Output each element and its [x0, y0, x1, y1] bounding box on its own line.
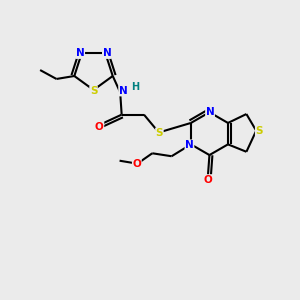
- Text: N: N: [206, 107, 214, 117]
- Text: N: N: [119, 86, 128, 96]
- Text: S: S: [255, 126, 263, 136]
- Text: O: O: [204, 175, 212, 185]
- Text: O: O: [95, 122, 104, 131]
- Text: N: N: [76, 48, 85, 59]
- Text: S: S: [90, 86, 97, 96]
- Text: N: N: [103, 48, 111, 59]
- Text: N: N: [185, 140, 194, 150]
- Text: S: S: [156, 128, 163, 138]
- Text: O: O: [132, 159, 141, 169]
- Text: H: H: [132, 82, 140, 92]
